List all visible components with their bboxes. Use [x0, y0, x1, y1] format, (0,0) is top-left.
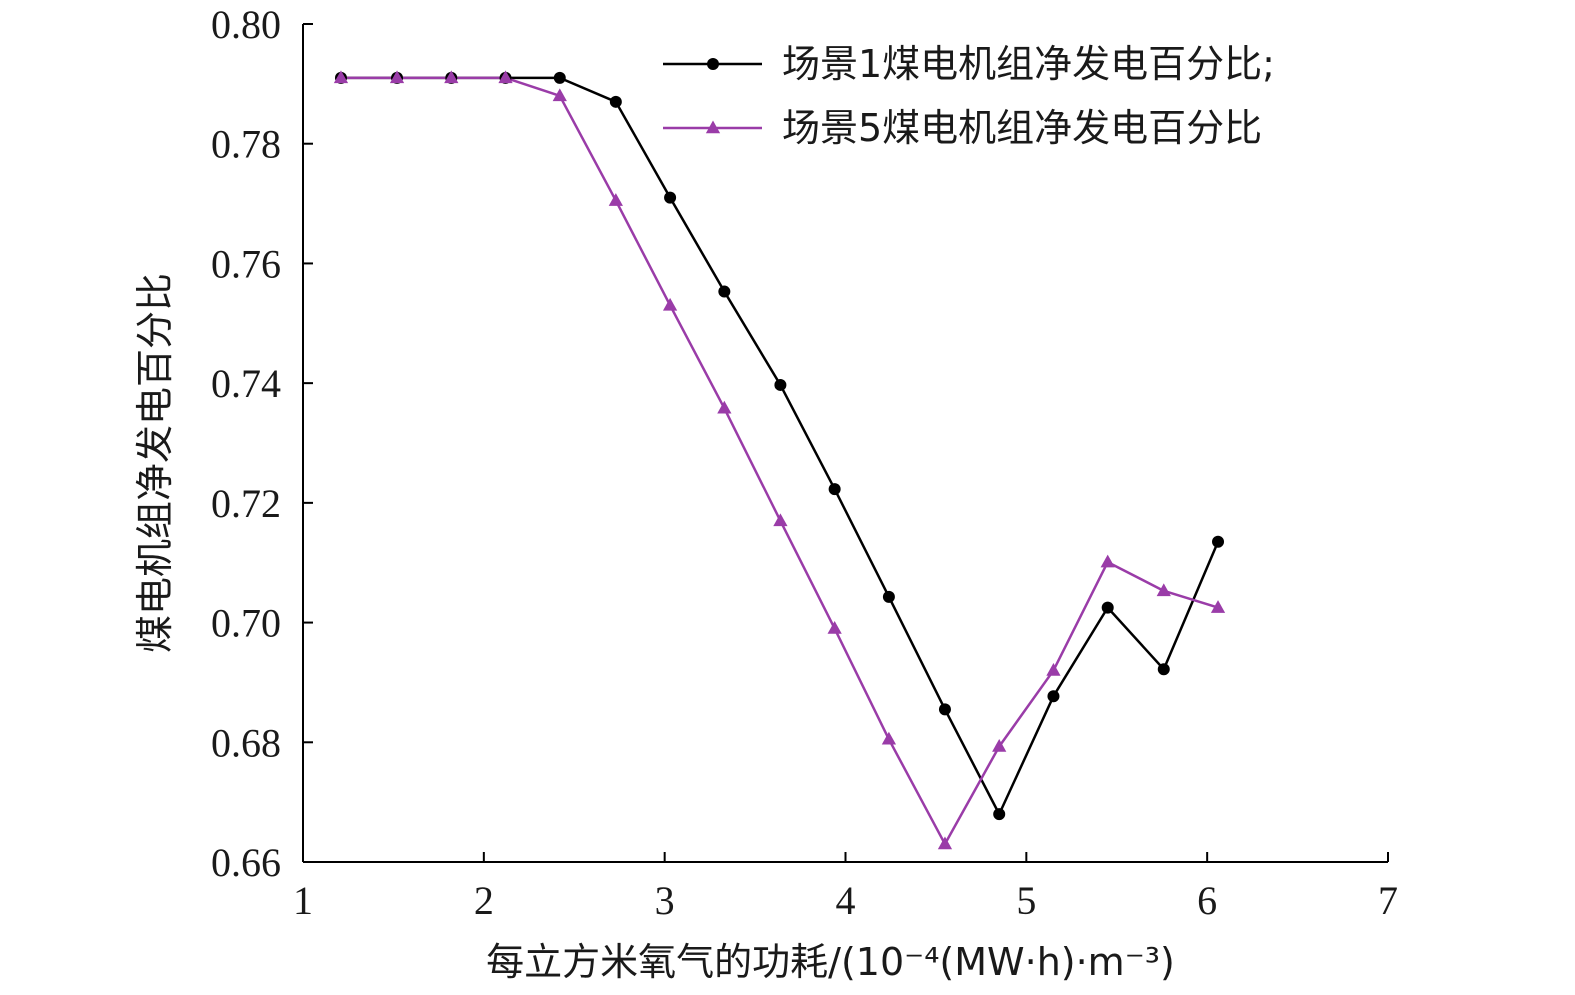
data-point-circle — [1047, 690, 1060, 703]
data-point-circle — [993, 808, 1006, 821]
data-point-triangle — [552, 88, 567, 102]
y-tick-label: 0.78 — [211, 122, 281, 167]
data-point-triangle — [389, 70, 405, 84]
x-axis-label: 每立方米氧气的功耗/(10⁻⁴(MW·h)·m⁻³) — [486, 940, 1175, 984]
y-tick-label: 0.66 — [211, 840, 281, 885]
legend-label-scenario-1: 场景1煤电机组净发电百分比; — [782, 42, 1275, 86]
data-point-circle — [1212, 535, 1225, 548]
series-line-2 — [340, 76, 1219, 846]
data-point-triangle — [1156, 583, 1171, 597]
data-point-triangle — [498, 70, 513, 84]
legend-label-scenario-5: 场景5煤电机组净发电百分比 — [782, 106, 1262, 150]
data-point-triangle — [608, 193, 623, 206]
x-tick-label: 5 — [1016, 878, 1036, 923]
legend-item-scenario-5: 场景5煤电机组净发电百分比 — [663, 106, 1262, 150]
data-point-triangle — [992, 738, 1007, 752]
x-tick-label: 3 — [655, 878, 675, 923]
data-point-triangle — [1046, 662, 1061, 676]
x-ticks: 1 2 3 4 5 6 7 — [293, 852, 1398, 923]
y-tick-label: 0.80 — [211, 2, 281, 47]
data-point-circle — [828, 483, 841, 496]
data-point-circle — [664, 191, 677, 204]
data-point-triangle — [773, 513, 788, 527]
x-tick-label: 1 — [293, 878, 313, 923]
y-tick-label: 0.76 — [211, 241, 281, 286]
data-point-circle — [882, 590, 895, 603]
data-point-triangle — [937, 836, 953, 850]
legend-item-scenario-1: 场景1煤电机组净发电百分比; — [663, 42, 1275, 86]
x-tick-label: 4 — [836, 878, 856, 923]
y-tick-label: 0.72 — [211, 481, 281, 526]
data-point-circle — [553, 71, 566, 84]
y-tick-label: 0.70 — [211, 601, 281, 646]
data-point-triangle — [444, 70, 459, 84]
data-point-triangle — [662, 297, 678, 311]
data-point-triangle — [1100, 554, 1115, 568]
series-layer — [333, 70, 1226, 850]
data-point-circle — [1157, 663, 1170, 676]
data-point-triangle — [333, 70, 349, 84]
x-tick-label: 6 — [1197, 878, 1217, 923]
y-ticks: 0.66 0.68 0.70 0.72 0.74 0.76 0.78 0.80 — [211, 2, 313, 885]
y-tick-label: 0.68 — [211, 720, 281, 765]
data-point-circle — [774, 378, 787, 391]
data-point-triangle — [881, 731, 897, 745]
data-point-circle — [938, 703, 951, 716]
data-point-triangle — [717, 400, 732, 414]
legend: 场景1煤电机组净发电百分比; 场景5煤电机组净发电百分比 — [663, 42, 1275, 150]
x-tick-label: 7 — [1378, 878, 1398, 923]
legend-marker-circle — [707, 58, 719, 70]
data-point-circle — [1101, 601, 1114, 614]
y-axis-label: 煤电机组净发电百分比 — [133, 273, 177, 653]
legend-marker-triangle — [705, 120, 721, 134]
data-point-triangle — [827, 621, 842, 634]
data-point-circle — [718, 285, 731, 298]
series-line-1 — [340, 76, 1220, 816]
y-tick-label: 0.74 — [211, 361, 281, 406]
x-tick-label: 2 — [474, 878, 494, 923]
data-point-triangle — [1210, 600, 1226, 613]
data-point-circle — [609, 95, 622, 108]
